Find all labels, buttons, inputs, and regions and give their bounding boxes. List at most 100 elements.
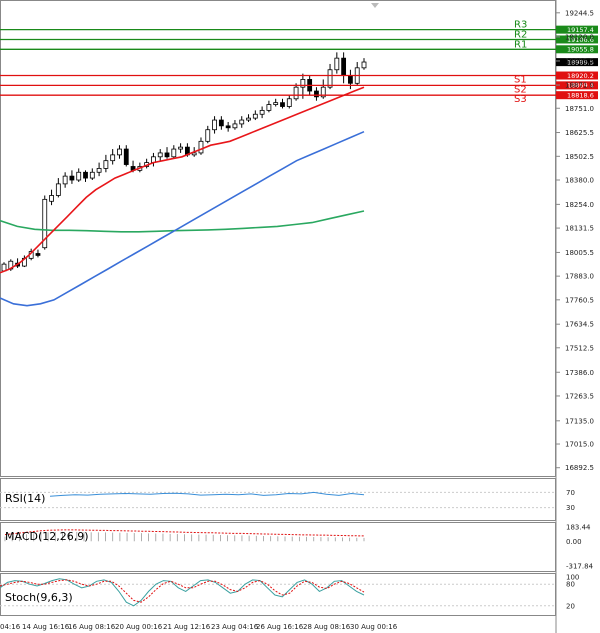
candle-body (320, 86, 326, 98)
candle-body (334, 57, 340, 71)
price-tick-label: 17512.5 (565, 344, 594, 352)
candle-body (110, 154, 116, 162)
candle-body (49, 195, 54, 202)
rsi-panel-frame (0, 478, 556, 521)
candle-body (232, 123, 238, 129)
candle-body (239, 119, 245, 125)
price-tick-label: 19244.5 (565, 9, 594, 17)
price-tick-label: 17135.0 (565, 417, 594, 425)
time-tick-label: 14 Aug 16:16 (22, 623, 70, 631)
pivot-name-s3: S3 (514, 94, 527, 105)
price-tick-label: 17883.0 (565, 273, 594, 281)
macd-panel: 183.44 0.00 -317.84 (4, 524, 594, 571)
rsi-level-label: 70 (566, 489, 575, 497)
price-tick-label: 17760.5 (565, 296, 594, 304)
candle-body (293, 86, 299, 100)
ma-slow-line (0, 130, 365, 307)
candle-body (218, 119, 224, 127)
candle-body (76, 171, 82, 181)
price-axis: 19244.5 19120.0 18995.5 18871.0 18751.0 18625… (556, 9, 594, 472)
rsi-line (49, 491, 365, 497)
rsi-level-label: 30 (566, 504, 575, 512)
candle-body (246, 117, 251, 121)
pivot-price-tag: 18818.6 (567, 91, 594, 99)
time-tick-label: 23 Aug 04:16 (211, 623, 259, 631)
candle-body (300, 79, 306, 88)
price-tick-label: 17263.5 (565, 392, 594, 400)
candle-body (286, 98, 292, 107)
time-tick-label: 30 Aug 00:16 (350, 623, 398, 631)
price-tick-label: 18380.0 (565, 177, 594, 185)
price-tick-label: 18625.5 (565, 129, 594, 137)
candle-body (69, 175, 75, 181)
price-tick-label: 17634.5 (565, 321, 594, 329)
price-tick-label: 18871.0 (565, 82, 594, 90)
macd-level-label: 0.00 (566, 538, 582, 546)
main-panel-frame (0, 0, 556, 477)
pivot-price-tag: 18869.4 (567, 82, 594, 90)
candle-body (273, 102, 279, 105)
time-tick-label: 26 Aug 16:16 (256, 623, 304, 631)
candle-body (259, 109, 265, 115)
candle-body (212, 119, 217, 131)
candle-body (348, 75, 353, 84)
pivot-price-tag-bg (556, 35, 598, 44)
pivot-levels-layer: R3 19157.4 R2 19106.6 R1 19055.8 S1 18920.2 S2 18… (0, 20, 598, 105)
pivot-name-s1: S1 (514, 75, 527, 86)
candle-body (89, 171, 95, 179)
candle-body (55, 183, 61, 196)
candle-body (225, 125, 231, 129)
price-tick-label: 19120.0 (565, 33, 594, 41)
candle-body (361, 61, 367, 69)
time-tick-label: 21 Aug 12:16 (163, 623, 211, 631)
pivot-price-tag-bg (556, 71, 598, 80)
pivot-price-tag: 19157.4 (567, 26, 594, 34)
candle-body (178, 146, 184, 150)
macd-label: MACD(12,26,9) (5, 530, 89, 543)
candle-body (103, 160, 109, 169)
stoch-level-label: 100 (566, 574, 579, 582)
candle-body (117, 148, 122, 156)
candle-body (341, 57, 347, 76)
time-tick-label: 28 Aug 08:16 (303, 623, 351, 631)
price-tick-label: 18995.5 (565, 57, 594, 65)
ma-long-line (0, 210, 365, 233)
stoch-k-line (0, 578, 365, 607)
candle-body (252, 113, 258, 119)
candle-body (205, 129, 211, 142)
chevron-down-icon[interactable] (371, 3, 379, 8)
stoch-level-label: 20 (566, 602, 575, 610)
price-tick-label: 18131.5 (565, 225, 594, 233)
candle-body (83, 171, 88, 179)
candle-body (42, 198, 48, 249)
candle-body (164, 152, 170, 158)
candle-body (123, 148, 129, 165)
macd-level-label: 183.44 (566, 524, 591, 532)
candle-body (171, 148, 177, 158)
price-tick-label: 18005.5 (565, 249, 594, 257)
stoch-level-label: 80 (566, 581, 575, 589)
pivot-price-tag-bg (556, 91, 598, 100)
pivot-name-r1: R1 (514, 39, 527, 50)
candle-body (191, 152, 197, 156)
time-tick-label: 04:16 (0, 623, 21, 631)
pivot-name-s2: S2 (514, 84, 527, 95)
candle-body (35, 253, 41, 256)
pivot-name-r2: R2 (514, 29, 527, 40)
candle-body (280, 102, 285, 107)
pivot-name-r3: R3 (514, 20, 527, 31)
stoch-panel-frame (0, 573, 556, 616)
candle-body (157, 152, 163, 158)
time-tick-label: 20 Aug 00:16 (115, 623, 163, 631)
candle-body (96, 168, 102, 173)
time-tick-label: 16 Aug 08:16 (68, 623, 116, 631)
price-tick-label: 17015.0 (565, 441, 594, 449)
macd-level-label: -317.84 (566, 563, 594, 571)
pivot-price-tag: 18920.2 (567, 72, 594, 80)
pivot-price-tag: 19055.8 (567, 46, 594, 54)
price-tick-label: 17386.0 (565, 369, 594, 377)
stoch-label: Stoch(9,6,3) (5, 591, 73, 604)
candle-body (198, 140, 204, 154)
